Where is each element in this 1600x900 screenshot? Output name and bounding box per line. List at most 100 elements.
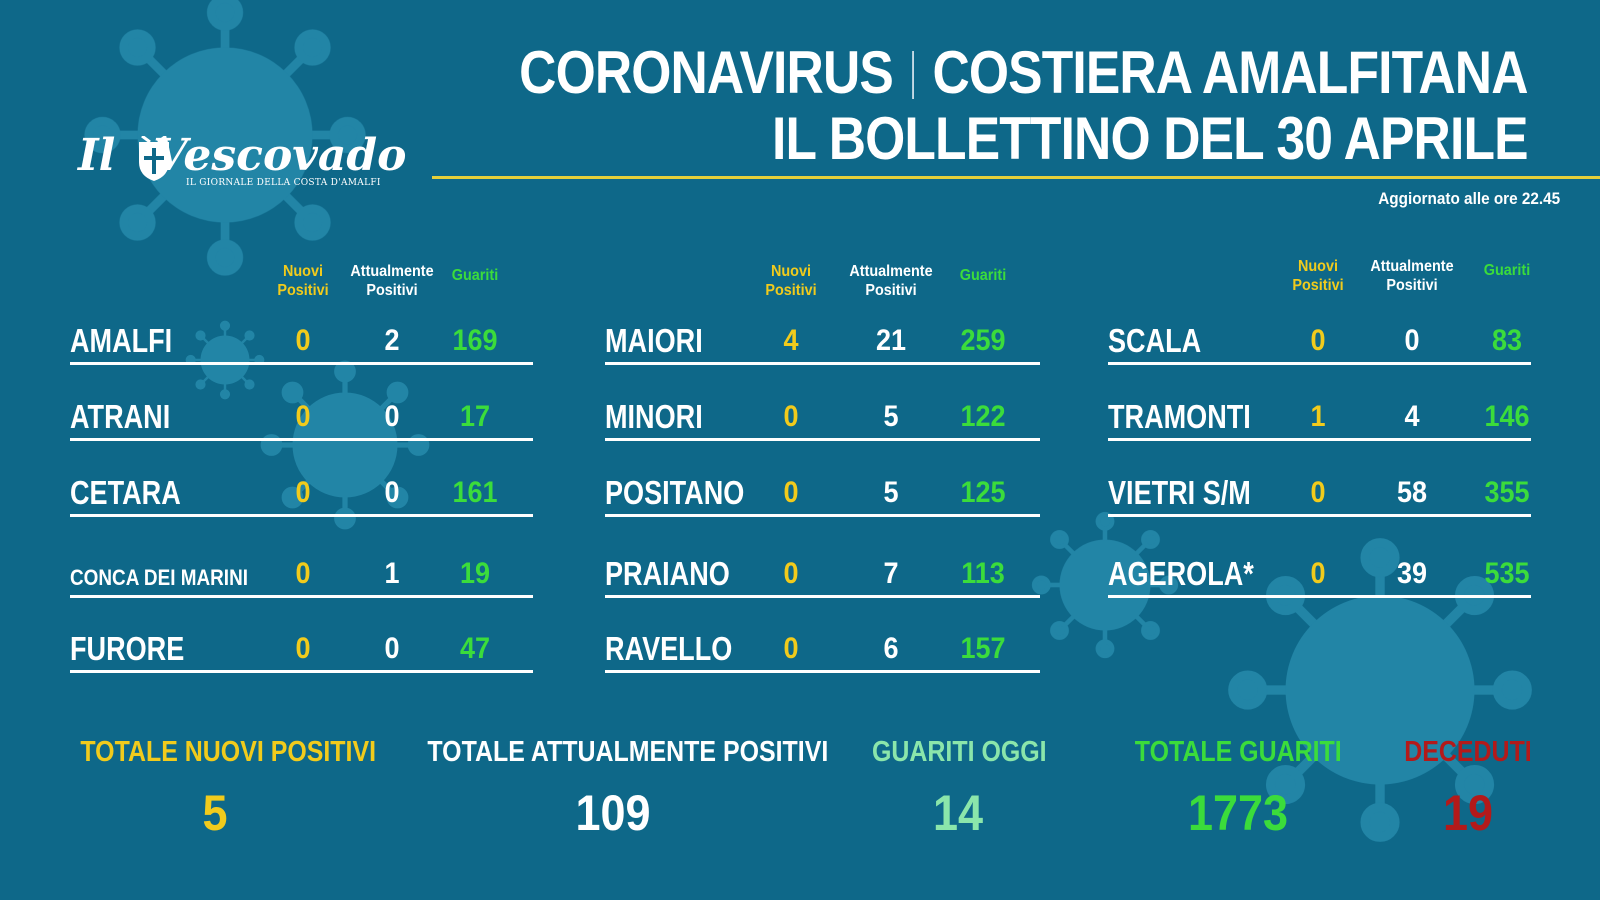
active-positive-value: 58 <box>1396 476 1428 509</box>
row-underline <box>70 514 533 517</box>
header-active-positive: Attualmente Positivi <box>350 263 434 299</box>
recovered-value: 169 <box>452 324 498 357</box>
row-underline <box>605 670 1040 673</box>
active-positive-value: 1 <box>384 557 400 590</box>
logo-tagline: IL GIORNALE DELLA COSTA D'AMALFI <box>186 178 381 188</box>
row-underline <box>70 670 533 673</box>
new-positive-value: 0 <box>783 632 799 665</box>
town-name: FURORE <box>70 630 185 667</box>
town-name: PRAIANO <box>605 555 730 592</box>
page-subtitle: IL BOLLETTINO DEL 30 APRILE <box>772 105 1529 172</box>
row-underline <box>605 438 1040 441</box>
logo: Il Vescovado IL GIORNALE DELLA COSTA D'AM… <box>78 130 408 192</box>
total-active-label: TOTALE ATTUALMENTE POSITIVI <box>427 736 829 768</box>
town-name: VIETRI S/M <box>1108 474 1251 511</box>
recovered-value: 47 <box>459 632 491 665</box>
total-new-label: TOTALE NUOVI POSITIVI <box>80 736 377 768</box>
new-positive-value: 0 <box>783 400 799 433</box>
accent-line <box>432 176 1600 179</box>
new-positive-value: 0 <box>1310 557 1326 590</box>
row-underline <box>70 595 533 598</box>
header-active-positive: Attualmente Positivi <box>1370 258 1454 294</box>
total-recovered-label: TOTALE GUARITI <box>1134 736 1342 768</box>
town-name: ATRANI <box>70 398 171 435</box>
recovered-value: 259 <box>960 324 1006 357</box>
row-underline <box>605 514 1040 517</box>
active-positive-value: 0 <box>384 632 400 665</box>
row-underline <box>1108 595 1531 598</box>
recovered-value: 146 <box>1484 400 1530 433</box>
title-left: CORONAVIRUS <box>519 39 895 106</box>
recovered-today-value: 14 <box>932 785 984 841</box>
town-name: MINORI <box>605 398 703 435</box>
new-positive-value: 0 <box>1310 476 1326 509</box>
active-positive-value: 21 <box>875 324 907 357</box>
total-new-value: 5 <box>202 785 228 841</box>
active-positive-value: 0 <box>384 476 400 509</box>
row-underline <box>70 362 533 365</box>
header-new-positive: Nuovi Positivi <box>765 263 817 299</box>
title-separator <box>912 51 914 99</box>
row-underline <box>605 362 1040 365</box>
town-name: TRAMONTI <box>1108 398 1251 435</box>
active-positive-value: 39 <box>1396 557 1428 590</box>
row-underline <box>605 595 1040 598</box>
active-positive-value: 6 <box>883 632 899 665</box>
total-active-value: 109 <box>575 785 651 841</box>
active-positive-value: 0 <box>384 400 400 433</box>
new-positive-value: 0 <box>783 476 799 509</box>
active-positive-value: 5 <box>883 476 899 509</box>
town-name: SCALA <box>1108 322 1202 359</box>
header-active-positive: Attualmente Positivi <box>849 263 933 299</box>
page-title: CORONAVIRUS COSTIERA AMALFITANA <box>519 38 1529 107</box>
row-underline <box>1108 362 1531 365</box>
shield-icon <box>139 136 169 181</box>
active-positive-value: 4 <box>1404 400 1420 433</box>
town-name: AMALFI <box>70 322 173 359</box>
new-positive-value: 0 <box>783 557 799 590</box>
header-recovered: Guariti <box>1483 262 1531 279</box>
total-recovered-value: 1773 <box>1187 785 1289 841</box>
new-positive-value: 0 <box>295 557 311 590</box>
active-positive-value: 2 <box>384 324 400 357</box>
recovered-value: 122 <box>960 400 1006 433</box>
recovered-value: 535 <box>1484 557 1530 590</box>
town-name: POSITANO <box>605 474 745 511</box>
logo-wordmark: Il Vescovado <box>78 130 407 181</box>
active-positive-value: 7 <box>883 557 899 590</box>
header-recovered: Guariti <box>451 267 499 284</box>
row-underline <box>1108 514 1531 517</box>
header-new-positive: Nuovi Positivi <box>1292 258 1344 294</box>
row-underline <box>70 438 533 441</box>
recovered-today-label: GUARITI OGGI <box>872 736 1047 768</box>
town-name: MAIORI <box>605 322 703 359</box>
town-name: AGEROLA* <box>1108 555 1254 592</box>
deaths-label: DECEDUTI <box>1404 736 1532 768</box>
recovered-value: 113 <box>961 557 1005 590</box>
active-positive-value: 0 <box>1404 324 1420 357</box>
recovered-value: 355 <box>1484 476 1530 509</box>
header-new-positive: Nuovi Positivi <box>277 263 329 299</box>
recovered-value: 17 <box>459 400 491 433</box>
town-name: CETARA <box>70 474 181 511</box>
recovered-value: 161 <box>452 476 498 509</box>
recovered-value: 19 <box>459 557 491 590</box>
new-positive-value: 0 <box>295 476 311 509</box>
recovered-value: 157 <box>960 632 1006 665</box>
new-positive-value: 4 <box>783 324 799 357</box>
town-name: CONCA DEI MARINI <box>70 565 248 590</box>
recovered-value: 83 <box>1491 324 1523 357</box>
new-positive-value: 0 <box>295 324 311 357</box>
deaths-value: 19 <box>1442 785 1494 841</box>
title-right: COSTIERA AMALFITANA <box>932 39 1529 106</box>
new-positive-value: 0 <box>295 632 311 665</box>
active-positive-value: 5 <box>883 400 899 433</box>
updated-time: Aggiornato alle ore 22.45 <box>1378 189 1560 208</box>
new-positive-value: 0 <box>295 400 311 433</box>
new-positive-value: 1 <box>1310 400 1326 433</box>
recovered-value: 125 <box>960 476 1006 509</box>
town-name: RAVELLO <box>605 630 733 667</box>
row-underline <box>1108 438 1531 441</box>
new-positive-value: 0 <box>1310 324 1326 357</box>
header-recovered: Guariti <box>959 267 1007 284</box>
